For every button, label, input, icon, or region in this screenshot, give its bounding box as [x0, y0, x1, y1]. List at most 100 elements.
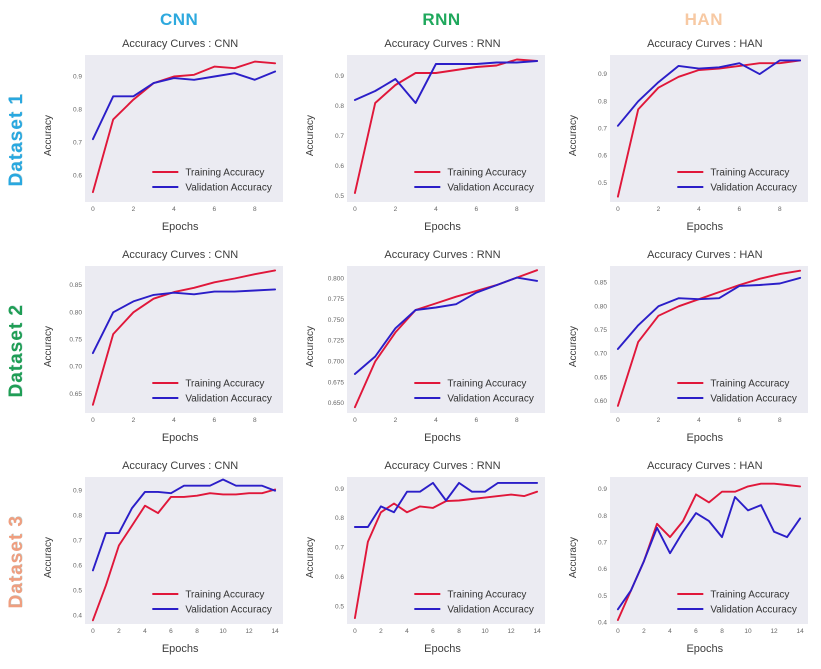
y-tick-label: 0.9 — [335, 73, 344, 80]
plot-canvas: 0.4 0.5 0.6 0.7 0.8 0.9 0 2 4 6 8 10 12 14 Training Ac… — [73, 477, 284, 635]
x-tick-label: 2 — [656, 206, 660, 213]
plot-canvas: 0.65 0.70 0.75 0.80 0.85 0 2 4 6 8 Training Accura… — [70, 266, 284, 424]
y-tick-label: 0.7 — [335, 545, 344, 552]
y-tick-label: 0.7 — [335, 133, 344, 140]
val-accuracy-line — [354, 276, 539, 375]
row-label-wrap-dataset-1: Dataset 1 — [0, 34, 34, 245]
y-tick-label: 0.4 — [598, 620, 607, 627]
val-accuracy-line — [616, 276, 801, 350]
x-tick-label: 8 — [195, 628, 199, 635]
x-tick-label: 4 — [435, 206, 439, 213]
legend-label-train: Training Accuracy — [185, 590, 264, 601]
row-label-dataset-3: Dataset 3 — [6, 514, 27, 609]
subplot-dataset3-rnn: Accuracy Curves : RNN Accuracy 0.5 0.6 0.7… — [296, 456, 558, 667]
x-tick-label: 0 — [354, 628, 358, 635]
x-tick-label: 2 — [656, 417, 660, 424]
x-tick-label: 8 — [458, 628, 462, 635]
x-tick-label: 0 — [616, 417, 620, 424]
x-axis-label: Epochs — [686, 221, 724, 233]
legend-label-train: Training Accuracy — [710, 379, 789, 390]
plot-title: Accuracy Curves : HAN — [647, 460, 763, 472]
plot-title: Accuracy Curves : CNN — [122, 249, 239, 261]
x-tick-label: 6 — [432, 628, 436, 635]
y-tick-label: 0.80 — [594, 303, 607, 310]
y-axis-label: Accuracy — [567, 326, 579, 368]
x-tick-label: 2 — [642, 628, 646, 635]
subplot-dataset1-cnn: Accuracy Curves : CNN Accuracy 0.6 0.7 0.8… — [34, 34, 296, 245]
plot-area — [347, 55, 546, 202]
x-tick-label: 6 — [213, 206, 217, 213]
plot-body: Accuracy 0.4 0.5 0.6 0.7 0.8 0.9 0 2 4 6 8 10 12 14 Tr… — [568, 474, 812, 642]
x-tick-label: 0 — [616, 206, 620, 213]
x-axis-label: Epochs — [424, 432, 461, 444]
plot-body: Accuracy 0.65 0.70 0.75 0.80 0.85 0 2 4 6 8 Traini… — [43, 263, 287, 431]
column-header-cnn: CNN — [159, 10, 199, 29]
y-tick-label: 0.4 — [73, 612, 82, 619]
x-tick-label: 12 — [508, 628, 516, 635]
train-accuracy-line — [616, 269, 801, 407]
val-accuracy-line — [354, 481, 539, 528]
x-tick-label: 0 — [91, 206, 95, 213]
x-tick-label: 14 — [272, 628, 280, 635]
plot-canvas: 0.6 0.7 0.8 0.9 0 2 4 6 8 Training Accuracy Valida… — [73, 55, 284, 213]
y-tick-label: 0.8 — [598, 98, 607, 105]
legend-label-val: Validation Accuracy — [710, 605, 797, 616]
plot-body: Accuracy 0.5 0.6 0.7 0.8 0.9 0 2 4 6 8 Training Ac… — [305, 52, 549, 220]
x-tick-label: 10 — [220, 628, 228, 635]
y-tick-label: 0.5 — [335, 193, 344, 200]
y-tick-label: 0.7 — [598, 126, 607, 133]
x-tick-label: 2 — [132, 206, 136, 213]
y-tick-label: 0.75 — [70, 337, 83, 344]
x-tick-label: 8 — [720, 628, 724, 635]
val-accuracy-line — [92, 478, 277, 572]
y-axis-label: Accuracy — [43, 537, 55, 579]
y-tick-label: 0.700 — [328, 359, 345, 366]
y-tick-label: 0.9 — [598, 486, 607, 493]
plot-body: Accuracy 0.5 0.6 0.7 0.8 0.9 0 2 4 6 8 10 12 14 Train… — [305, 474, 549, 642]
subplot-dataset2-rnn: Accuracy Curves : RNN Accuracy 0.650 0.67… — [296, 245, 558, 456]
plot-body: Accuracy 0.4 0.5 0.6 0.7 0.8 0.9 0 2 4 6 8 10 12 14 Tr… — [43, 474, 287, 642]
y-tick-label: 0.5 — [598, 180, 607, 187]
x-tick-label: 8 — [253, 206, 257, 213]
x-tick-label: 10 — [482, 628, 490, 635]
x-tick-label: 6 — [737, 206, 741, 213]
legend-label-val: Validation Accuracy — [710, 183, 797, 194]
x-tick-label: 6 — [169, 628, 173, 635]
plot-canvas: 0.5 0.6 0.7 0.8 0.9 0 2 4 6 8 10 12 14 Training Accur… — [335, 477, 546, 635]
train-accuracy-line — [616, 59, 801, 198]
x-axis-label: Epochs — [161, 221, 199, 233]
x-axis-label: Epochs — [686, 432, 724, 444]
train-accuracy-line — [92, 269, 277, 406]
x-tick-label: 8 — [253, 417, 257, 424]
legend-label-val: Validation Accuracy — [185, 605, 272, 616]
legend-label-val: Validation Accuracy — [448, 183, 535, 194]
plot-area — [85, 266, 284, 413]
plot-body: Accuracy 0.60 0.65 0.70 0.75 0.80 0.85 0 2 4 6 8 Tr… — [568, 263, 812, 431]
x-axis-label: Epochs — [161, 432, 199, 444]
x-tick-label: 12 — [246, 628, 254, 635]
subplot-dataset1-han: Accuracy Curves : HAN Accuracy 0.5 0.6 0.7… — [559, 34, 821, 245]
column-header-rnn: RNN — [422, 10, 461, 29]
y-tick-label: 0.6 — [73, 173, 82, 180]
val-accuracy-line — [92, 288, 277, 355]
y-axis-label: Accuracy — [305, 537, 317, 579]
x-tick-label: 0 — [354, 206, 358, 213]
plot-area — [85, 477, 284, 624]
y-tick-label: 0.6 — [73, 562, 82, 569]
y-tick-label: 0.70 — [594, 351, 607, 358]
plot-title: Accuracy Curves : CNN — [122, 38, 239, 50]
subplot-dataset2-cnn: Accuracy Curves : CNN Accuracy 0.65 0.70 0… — [34, 245, 296, 456]
y-tick-label: 0.5 — [598, 593, 607, 600]
x-tick-label: 0 — [616, 628, 620, 635]
legend-label-train: Training Accuracy — [185, 379, 264, 390]
x-tick-label: 4 — [435, 417, 439, 424]
grid-corner-spacer — [0, 4, 34, 34]
y-axis-label: Accuracy — [43, 115, 55, 157]
y-tick-label: 0.80 — [70, 309, 83, 316]
y-tick-label: 0.800 — [328, 275, 345, 282]
plot-title: Accuracy Curves : HAN — [647, 249, 763, 261]
legend-label-val: Validation Accuracy — [185, 183, 272, 194]
x-tick-label: 8 — [778, 206, 782, 213]
legend-label-val: Validation Accuracy — [448, 605, 535, 616]
